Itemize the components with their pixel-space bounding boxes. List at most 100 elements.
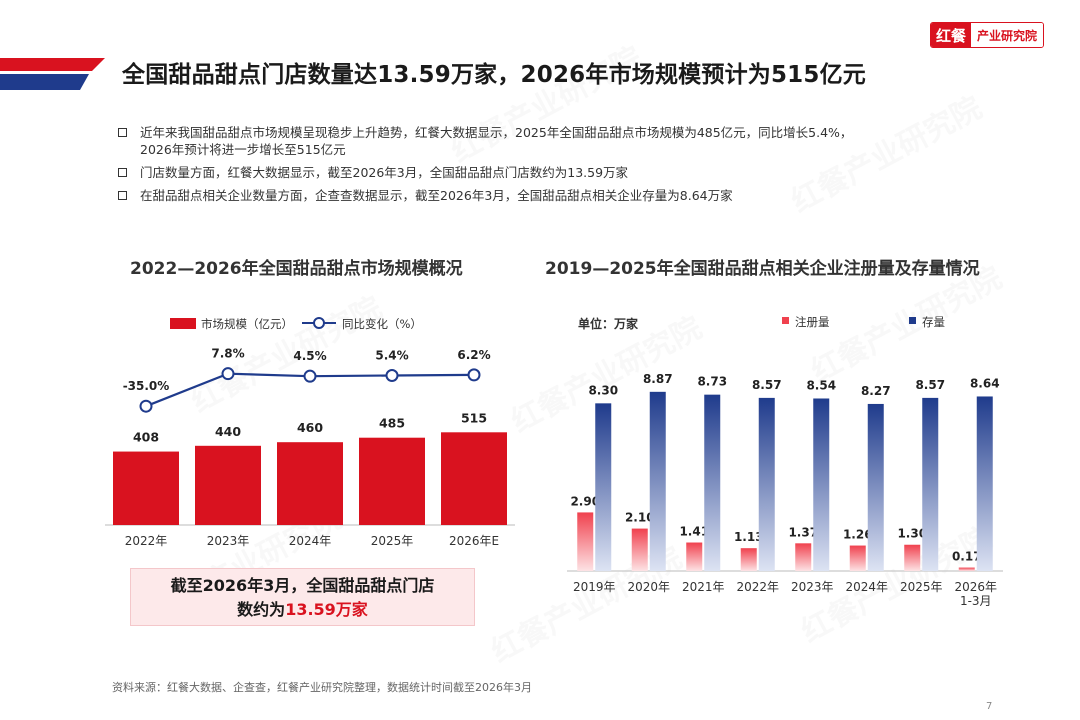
yoy-label: 7.8% bbox=[211, 347, 244, 361]
yoy-point bbox=[467, 368, 481, 382]
legend-label-stock: 存量 bbox=[922, 315, 945, 329]
bullet-item: 在甜品甜点相关企业数量方面，企查查数据显示，截至2026年3月，全国甜品甜点相关… bbox=[118, 187, 998, 204]
x-tick-label: 2021年 bbox=[682, 580, 725, 594]
legend-label-registered: 注册量 bbox=[795, 315, 830, 329]
legend-swatch-registered bbox=[782, 317, 789, 324]
header-stripe bbox=[0, 58, 105, 90]
bar-market-size bbox=[441, 432, 507, 525]
bullet-item: 门店数量方面，红餐大数据显示，截至2026年3月，全国甜品甜点门店数约为13.5… bbox=[118, 164, 998, 181]
bar-value-label: 408 bbox=[133, 430, 159, 445]
bar-value-label-stock: 8.87 bbox=[643, 372, 673, 386]
yoy-label: 4.5% bbox=[293, 349, 326, 363]
bar-value-label: 485 bbox=[379, 416, 405, 431]
bar-stock bbox=[976, 396, 993, 571]
right-chart-title: 2019—2025年全国甜品甜点相关企业注册量及存量情况 bbox=[545, 259, 980, 279]
yoy-label: -35.0% bbox=[123, 379, 170, 393]
bar-value-label-registered: 1.30 bbox=[897, 527, 927, 541]
bar-stock bbox=[595, 403, 612, 571]
square-bullet-icon bbox=[118, 168, 127, 177]
x-tick-label: 2024年 bbox=[289, 534, 332, 548]
yoy-point bbox=[221, 367, 235, 381]
bullet-text-line: 门店数量方面，红餐大数据显示，截至2026年3月，全国甜品甜点门店数约为13.5… bbox=[140, 165, 629, 180]
bar-value-label: 515 bbox=[461, 410, 487, 425]
logo-mark: 红餐 bbox=[931, 23, 972, 47]
bullet-text-line: 近年来我国甜品甜点市场规模呈现稳步上升趋势，红餐大数据显示，2025年全国甜品甜… bbox=[140, 125, 853, 140]
x-tick-label: 2023年 bbox=[791, 580, 834, 594]
x-tick-label: 1-3月 bbox=[960, 594, 992, 608]
bar-value-label-stock: 8.64 bbox=[970, 376, 1000, 390]
bar-stock bbox=[704, 394, 721, 571]
logo-text: 产业研究院 bbox=[971, 23, 1044, 47]
callout-prefix: 数约为 bbox=[237, 600, 286, 619]
bar-value-label: 460 bbox=[297, 420, 323, 435]
bar-value-label: 440 bbox=[215, 424, 241, 439]
source-note: 资料来源：红餐大数据、企查查，红餐产业研究院整理，数据统计时间截至2026年3月 bbox=[112, 681, 532, 694]
legend-label-yoy: 同比变化（%） bbox=[342, 317, 422, 331]
callout-line: 数约为13.59万家 bbox=[131, 598, 474, 622]
bar-value-label-stock: 8.57 bbox=[915, 378, 945, 392]
bullet-text-line: 在甜品甜点相关企业数量方面，企查查数据显示，截至2026年3月，全国甜品甜点相关… bbox=[140, 188, 733, 203]
x-tick-label: 2022年 bbox=[125, 534, 168, 548]
bar-stock bbox=[813, 398, 830, 571]
square-bullet-icon bbox=[118, 191, 127, 200]
bar-market-size bbox=[277, 442, 343, 525]
square-bullet-icon bbox=[118, 128, 127, 137]
unit-label: 单位：万家 bbox=[578, 316, 639, 331]
callout-highlight: 13.59万家 bbox=[285, 600, 368, 619]
yoy-label: 5.4% bbox=[375, 348, 408, 362]
brand-logo: 红餐 产业研究院 bbox=[930, 22, 1045, 48]
legend-swatch-stock bbox=[909, 317, 916, 324]
x-tick-label: 2025年 bbox=[900, 580, 943, 594]
bullet-list: 近年来我国甜品甜点市场规模呈现稳步上升趋势，红餐大数据显示，2025年全国甜品甜… bbox=[118, 124, 998, 210]
bullet-item: 近年来我国甜品甜点市场规模呈现稳步上升趋势，红餐大数据显示，2025年全国甜品甜… bbox=[118, 124, 998, 158]
x-tick-label: 2019年 bbox=[573, 580, 616, 594]
bar-value-label-stock: 8.27 bbox=[861, 384, 891, 398]
bar-registered bbox=[686, 542, 703, 571]
callout-line: 截至2026年3月，全国甜品甜点门店 bbox=[170, 576, 435, 595]
bar-value-label-registered: 1.37 bbox=[788, 525, 818, 539]
bullet-text-line: 2026年预计将进一步增长至515亿元 bbox=[140, 142, 346, 157]
bar-market-size bbox=[113, 451, 179, 525]
bar-registered bbox=[849, 545, 866, 571]
x-tick-label: 2024年 bbox=[845, 580, 888, 594]
bar-value-label-registered: 1.26 bbox=[843, 528, 873, 542]
bar-registered bbox=[577, 512, 594, 571]
bar-stock bbox=[922, 397, 939, 571]
bar-value-label-registered: 2.10 bbox=[625, 511, 655, 525]
x-tick-label: 2025年 bbox=[371, 534, 414, 548]
bar-value-label-registered: 1.41 bbox=[679, 525, 709, 539]
bar-value-label-registered: 2.90 bbox=[570, 494, 600, 508]
x-tick-label: 2026年E bbox=[449, 534, 499, 548]
bar-registered bbox=[631, 528, 648, 571]
left-chart-title: 2022—2026年全国甜品甜点市场规模概况 bbox=[130, 259, 463, 279]
bar-stock bbox=[867, 403, 884, 571]
bar-value-label-stock: 8.30 bbox=[588, 383, 618, 397]
yoy-point bbox=[139, 399, 153, 413]
yoy-point bbox=[303, 369, 317, 383]
bar-market-size bbox=[359, 437, 425, 525]
legend-label-market-size: 市场规模（亿元） bbox=[201, 317, 293, 331]
legend-swatch-market-size bbox=[170, 318, 196, 329]
bar-market-size bbox=[195, 445, 261, 525]
bar-value-label-stock: 8.73 bbox=[697, 375, 727, 389]
bar-stock bbox=[649, 391, 666, 571]
bar-value-label-stock: 8.57 bbox=[752, 378, 782, 392]
yoy-point bbox=[385, 368, 399, 382]
bar-stock bbox=[758, 397, 775, 571]
page-title: 全国甜品甜点门店数量达13.59万家，2026年市场规模预计为515亿元 bbox=[122, 62, 866, 88]
page-number: 7 bbox=[986, 701, 993, 712]
x-tick-label: 2022年 bbox=[736, 580, 779, 594]
bar-value-label-registered: 1.13 bbox=[734, 530, 764, 544]
x-tick-label: 2026年 bbox=[954, 580, 997, 594]
bar-value-label-stock: 8.54 bbox=[806, 378, 836, 392]
x-tick-label: 2020年 bbox=[627, 580, 670, 594]
bar-registered bbox=[904, 544, 921, 571]
yoy-label: 6.2% bbox=[457, 348, 490, 362]
bar-registered bbox=[795, 543, 812, 571]
bar-registered bbox=[740, 548, 757, 571]
bar-value-label-registered: 0.17 bbox=[952, 550, 982, 564]
store-count-callout: 截至2026年3月，全国甜品甜点门店 数约为13.59万家 bbox=[130, 568, 475, 626]
legend-marker-yoy bbox=[313, 317, 325, 329]
bar-registered bbox=[958, 567, 975, 571]
